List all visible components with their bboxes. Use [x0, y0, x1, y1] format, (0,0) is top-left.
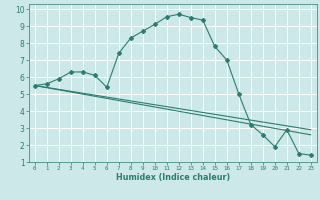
- X-axis label: Humidex (Indice chaleur): Humidex (Indice chaleur): [116, 173, 230, 182]
